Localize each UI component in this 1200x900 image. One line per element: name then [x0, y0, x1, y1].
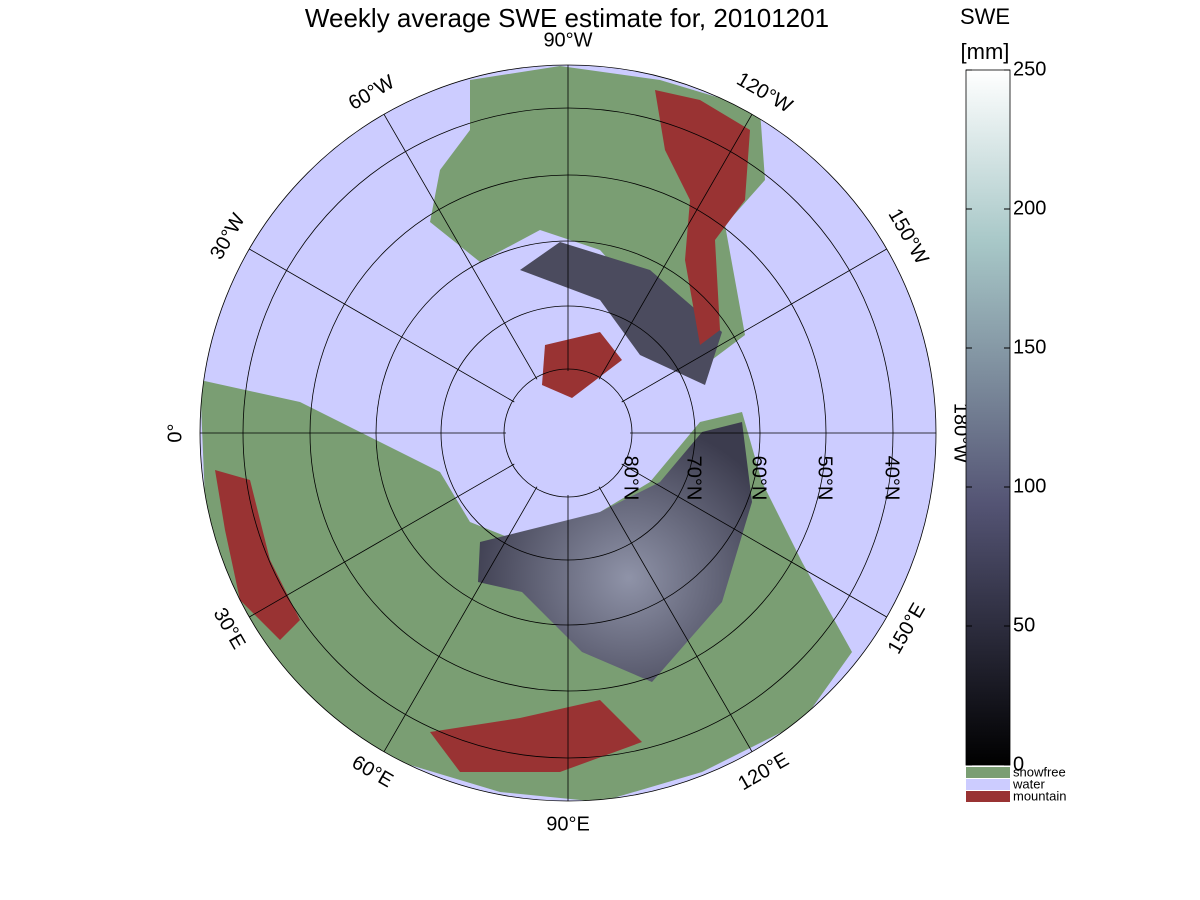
- colorbar-tick-label: 100: [1013, 475, 1046, 497]
- legend-swatch: [966, 791, 1010, 802]
- parallel: [309, 174, 827, 692]
- meridian-label: 0°: [164, 423, 186, 442]
- greenland: [542, 332, 622, 398]
- siberia-snow: [478, 422, 752, 682]
- parallel-label: 60°N: [748, 456, 770, 501]
- colorbar-tick-label: 250: [1013, 58, 1046, 80]
- europe-mountains: [215, 470, 300, 640]
- meridian: [249, 463, 515, 618]
- legend-swatch: [966, 779, 1010, 790]
- colorbar-tick-label: 0: [1013, 753, 1024, 775]
- meridian-label: 60°W: [345, 71, 399, 115]
- meridian-label: 60°E: [348, 751, 397, 792]
- meridian: [383, 114, 538, 380]
- legend-swatch: [966, 767, 1010, 778]
- parallel-label: 50°N: [814, 456, 836, 501]
- legend-label: snowfree: [1013, 764, 1066, 779]
- map-border: [199, 64, 937, 802]
- colorbar-label: SWE: [960, 4, 1010, 29]
- meridian: [598, 486, 753, 752]
- colorbar: [965, 69, 1011, 766]
- map-title: Weekly average SWE estimate for, 2010120…: [305, 3, 829, 33]
- parallel-label: 70°N: [683, 456, 705, 501]
- parallel-label: 40°N: [881, 456, 903, 501]
- colorbar-tick-label: 150: [1013, 336, 1046, 358]
- meridian-label: 90°E: [546, 813, 590, 835]
- colorbar-ticks: 0 50 100 150 200 250: [966, 58, 1046, 775]
- meridian: [621, 463, 887, 618]
- legend-label: water: [1012, 776, 1045, 791]
- parallel: [440, 305, 696, 561]
- canada-snow: [520, 242, 722, 385]
- colorbar-tick-label: 200: [1013, 197, 1046, 219]
- meridian: [598, 114, 753, 380]
- meridian-label: 30°W: [206, 210, 250, 264]
- meridian-label: 30°E: [209, 604, 250, 653]
- parallel: [242, 107, 894, 759]
- himalaya: [430, 700, 642, 772]
- rockies: [655, 90, 750, 345]
- colorbar-unit: [mm]: [961, 39, 1010, 64]
- meridian: [249, 248, 515, 403]
- meridian-label: 90°W: [543, 29, 592, 51]
- legend-label: mountain: [1013, 788, 1066, 803]
- colorbar-tick-label: 50: [1013, 614, 1035, 636]
- parallel: [503, 368, 633, 498]
- meridian: [383, 486, 538, 752]
- map-disc: [200, 65, 936, 801]
- parallel: [375, 240, 761, 626]
- meridian: [621, 248, 887, 403]
- parallel-label: 80°N: [620, 456, 642, 501]
